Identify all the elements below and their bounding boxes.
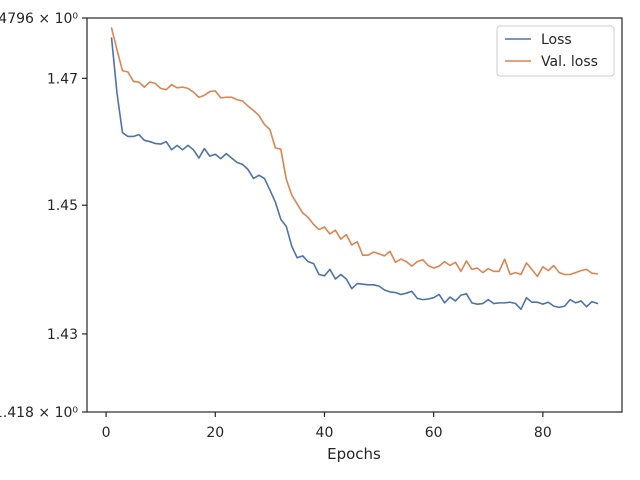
series-line-val-loss bbox=[110, 27, 599, 278]
x-tick-label: 20 bbox=[206, 425, 224, 441]
x-tick-label: 0 bbox=[102, 425, 111, 441]
series-line-loss bbox=[110, 37, 599, 311]
y-tick-label: 1.418 × 10⁰ bbox=[0, 405, 78, 421]
legend: Loss Val. loss bbox=[496, 25, 615, 77]
x-tick-label: 40 bbox=[316, 425, 334, 441]
y-tick-label: 1.4796 × 10⁰ bbox=[0, 11, 78, 27]
y-tick-label: 1.45 bbox=[47, 198, 78, 214]
legend-entry-label: Loss bbox=[541, 32, 572, 48]
axes-layer: 0 20 40 60 80 1.418 × 10⁰ 1.43 1.45 1.47 1.4796 ×… bbox=[0, 11, 623, 441]
series-layer bbox=[110, 27, 599, 311]
x-tick-label: 60 bbox=[425, 425, 443, 441]
x-axis-label: Epochs bbox=[327, 445, 381, 463]
plot-frame bbox=[86, 17, 623, 413]
x-tick-label: 80 bbox=[534, 425, 552, 441]
y-tick-label: 1.43 bbox=[47, 327, 78, 343]
y-tick-label: 1.47 bbox=[47, 71, 78, 87]
legend-entry-label: Val. loss bbox=[541, 54, 598, 70]
